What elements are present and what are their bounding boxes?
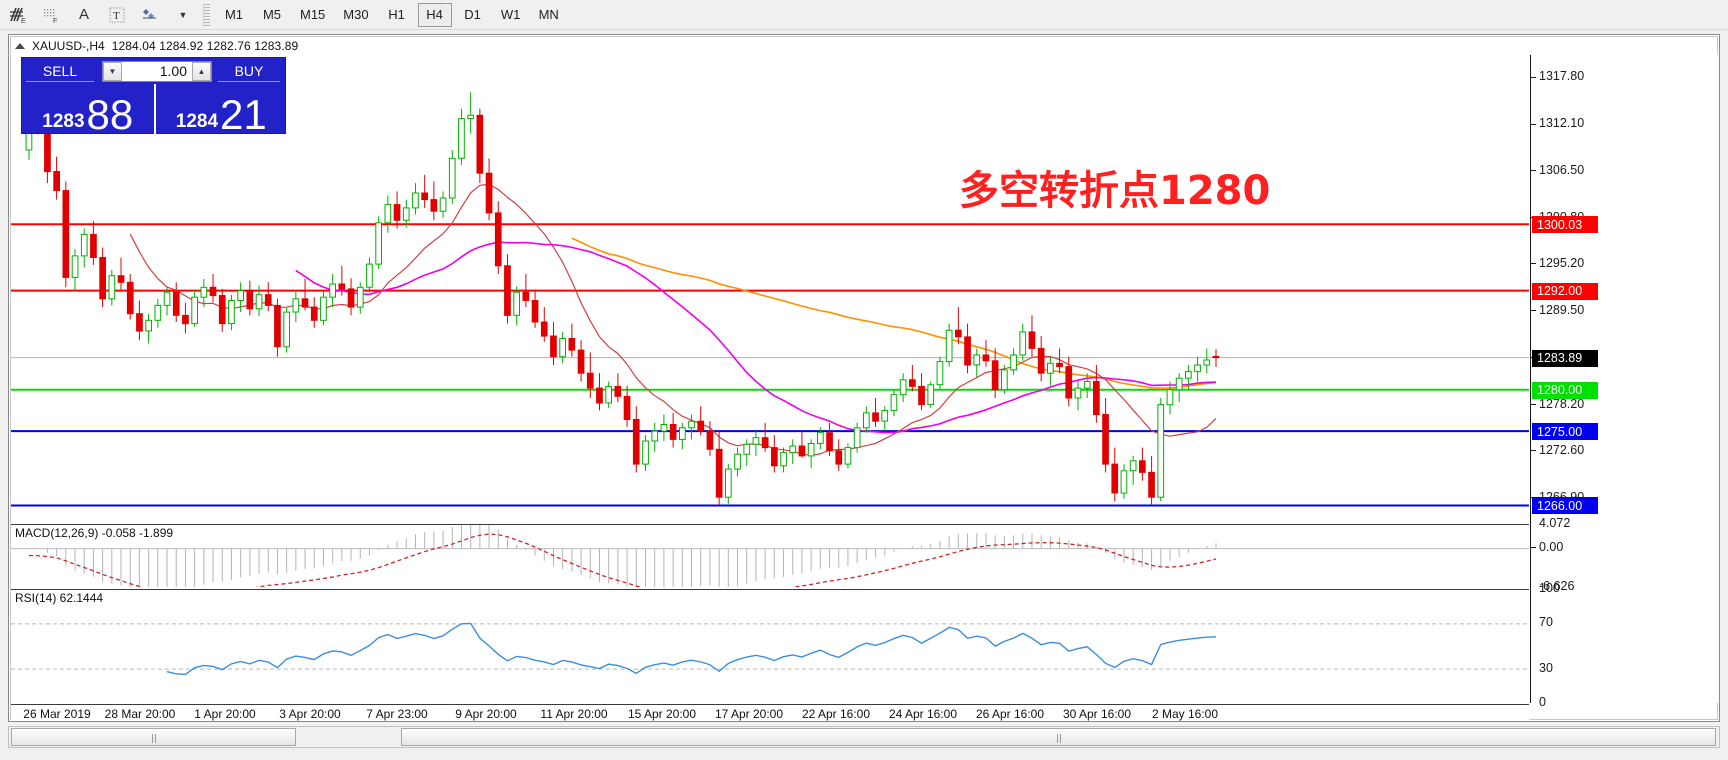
price-axis[interactable]: 1317.801312.101306.501300.801295.201289.… bbox=[1530, 55, 1718, 709]
time-label-8: 17 Apr 20:00 bbox=[714, 707, 784, 721]
buy-price-small: 1284 bbox=[175, 111, 219, 132]
toolbar-separator bbox=[203, 3, 210, 26]
rsi-tick-0: 0 bbox=[1539, 695, 1546, 709]
objects-icon[interactable] bbox=[135, 2, 165, 28]
rsi-tick-70: 70 bbox=[1539, 615, 1553, 630]
timeframe-h1[interactable]: H1 bbox=[388, 7, 405, 22]
timeframe-w1[interactable]: W1 bbox=[500, 7, 521, 22]
time-label-9: 22 Apr 16:00 bbox=[801, 707, 871, 721]
price-tag-1275-00[interactable]: 1275.00 bbox=[1532, 423, 1598, 441]
price-tag-1266-00[interactable]: 1266.00 bbox=[1532, 497, 1598, 515]
chart-window: XAUUSD-,H4 1284.04 1284.92 1282.76 1283.… bbox=[8, 34, 1720, 722]
time-label-4: 7 Apr 23:00 bbox=[366, 707, 428, 721]
timeframe-m15[interactable]: M15 bbox=[300, 7, 326, 22]
volume-stepper[interactable]: ▼ 1.00 ▲ bbox=[102, 60, 212, 82]
scrollbar-thumb-left[interactable] bbox=[11, 728, 296, 746]
volume-value[interactable]: 1.00 bbox=[122, 61, 192, 81]
macd-tick-6626: -6.626 bbox=[1539, 579, 1575, 593]
price-tick-1306-50: 1306.50 bbox=[1531, 163, 1584, 177]
text-label-icon[interactable]: T bbox=[102, 2, 132, 28]
time-axis[interactable]: 26 Mar 2019 28 Mar 20:00 1 Apr 20:00 3 Apr … bbox=[11, 704, 1529, 721]
price-tick-1295-20: 1295.20 bbox=[1531, 256, 1584, 270]
price-tag-1280-00[interactable]: 1280.00 bbox=[1532, 381, 1598, 399]
price-chart-pane[interactable] bbox=[11, 55, 1529, 522]
sell-button[interactable]: 1283 88 bbox=[22, 84, 156, 139]
symbol-name: XAUUSD-,H4 bbox=[32, 38, 105, 53]
price-tick-1317-80: 1317.80 bbox=[1531, 69, 1584, 83]
scrollbar-thumb-right[interactable] bbox=[401, 728, 1716, 746]
indicators-icon[interactable]: E bbox=[3, 2, 33, 28]
price-tag-1283-89[interactable]: 1283.89 bbox=[1532, 349, 1598, 367]
price-tag-1300-03[interactable]: 1300.03 bbox=[1532, 216, 1598, 234]
chart-collapse-icon[interactable] bbox=[15, 42, 25, 49]
sell-label[interactable]: SELL bbox=[26, 60, 94, 82]
rsi-tick-100: 100 bbox=[1539, 581, 1560, 595]
volume-increase-icon[interactable]: ▲ bbox=[192, 61, 211, 81]
price-tick-1272-60: 1272.60 bbox=[1531, 443, 1584, 457]
svg-text:E: E bbox=[21, 18, 26, 25]
timeframe-m30[interactable]: M30 bbox=[343, 7, 369, 22]
time-label-12: 30 Apr 16:00 bbox=[1062, 707, 1132, 721]
time-label-6: 11 Apr 20:00 bbox=[540, 707, 608, 721]
price-tick-1278-20: 1278.20 bbox=[1531, 397, 1584, 411]
ohlc-values: 1284.04 1284.92 1282.76 1283.89 bbox=[111, 38, 299, 53]
chart-annotation-text: 多空转折点1280 bbox=[959, 168, 1271, 214]
rsi-label: RSI(14) 62.1444 bbox=[15, 591, 104, 605]
sell-price-big: 88 bbox=[86, 91, 134, 139]
trade-panel-header: SELL ▼ 1.00 ▲ BUY bbox=[22, 58, 287, 84]
macd-pane[interactable]: MACD(12,26,9) -0.058 -1.899 bbox=[11, 524, 1529, 587]
time-label-10: 24 Apr 16:00 bbox=[888, 707, 958, 721]
rsi-tick-30: 30 bbox=[1539, 660, 1553, 675]
volume-decrease-icon[interactable]: ▼ bbox=[103, 61, 122, 81]
sell-price-small: 1283 bbox=[42, 111, 85, 132]
svg-text:F: F bbox=[53, 18, 57, 25]
time-label-3: 3 Apr 20:00 bbox=[279, 707, 341, 721]
svg-text:T: T bbox=[113, 10, 120, 22]
dropdown-arrow-icon[interactable]: ▼ bbox=[178, 9, 188, 20]
main-toolbar: E F A T bbox=[0, 0, 1728, 30]
timeframe-d1[interactable]: D1 bbox=[464, 7, 481, 22]
price-tag-1292-00[interactable]: 1292.00 bbox=[1532, 282, 1598, 300]
macd-tick-000: 0.00 bbox=[1531, 540, 1563, 554]
macd-label: MACD(12,26,9) -0.058 -1.899 bbox=[15, 526, 174, 540]
timeframe-m5[interactable]: M5 bbox=[262, 7, 282, 22]
time-label-11: 26 Apr 16:00 bbox=[975, 707, 1045, 721]
time-label-1: 28 Mar 20:00 bbox=[104, 707, 176, 721]
one-click-trading-panel[interactable]: SELL ▼ 1.00 ▲ BUY 1283 88 1284 21 bbox=[21, 57, 288, 139]
price-candlestick-svg bbox=[11, 92, 1529, 507]
buy-button[interactable]: 1284 21 bbox=[156, 84, 288, 139]
macd-svg bbox=[11, 525, 1529, 587]
time-label-7: 15 Apr 20:00 bbox=[627, 707, 697, 721]
symbol-header: XAUUSD-,H4 1284.04 1284.92 1282.76 1283.… bbox=[11, 37, 298, 54]
grid-icon[interactable]: F bbox=[36, 2, 66, 28]
rsi-svg bbox=[11, 622, 1529, 676]
timeframe-mn[interactable]: MN bbox=[538, 7, 559, 22]
timeframe-h4[interactable]: H4 bbox=[417, 2, 452, 27]
buy-price-big: 21 bbox=[220, 91, 267, 139]
timeframe-m1[interactable]: M1 bbox=[224, 7, 244, 22]
time-label-0: 26 Mar 2019 bbox=[23, 707, 91, 721]
rsi-pane[interactable]: RSI(14) 62.1444 bbox=[11, 589, 1529, 703]
price-tick-1289-50: 1289.50 bbox=[1531, 303, 1584, 317]
buy-label[interactable]: BUY bbox=[218, 60, 280, 82]
time-label-13: 2 May 16:00 bbox=[1151, 707, 1219, 721]
time-label-2: 1 Apr 20:00 bbox=[194, 707, 256, 721]
horizontal-scrollbar[interactable] bbox=[8, 726, 1720, 748]
trade-panel-quotes: 1283 88 1284 21 bbox=[22, 84, 288, 139]
time-label-5: 9 Apr 20:00 bbox=[455, 707, 517, 721]
text-tool-icon[interactable]: A bbox=[78, 6, 89, 23]
macd-tick-4072: 4.072 bbox=[1539, 516, 1571, 530]
price-tick-1312-10: 1312.10 bbox=[1531, 116, 1584, 130]
